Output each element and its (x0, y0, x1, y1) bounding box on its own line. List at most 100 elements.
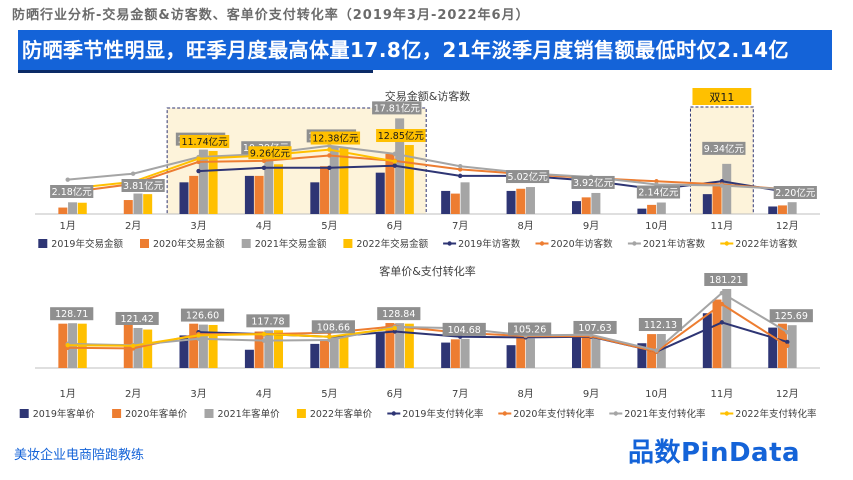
bar (460, 182, 470, 214)
bar (647, 204, 657, 214)
x-tick-label: 12月 (776, 220, 799, 232)
line-point (458, 167, 463, 172)
data-label-box (573, 320, 617, 334)
data-label-box (377, 307, 421, 321)
data-label-box (180, 308, 225, 322)
bar (310, 182, 320, 214)
data-label: 11.74亿元 (181, 136, 228, 148)
line-point (327, 334, 332, 339)
bar (320, 166, 330, 214)
line-point (392, 163, 397, 168)
x-tick-label: 10月 (645, 220, 668, 232)
data-label: 5.02亿元 (508, 171, 549, 183)
line-point (261, 338, 267, 343)
data-label: 17.81亿元 (374, 102, 421, 114)
data-label-box (442, 322, 486, 336)
chart-title: 交易金额&访客数 (385, 89, 471, 103)
line-point (261, 165, 267, 171)
series-line (67, 327, 395, 347)
bar (637, 208, 647, 214)
data-label-box (773, 186, 817, 199)
x-tick-label: 11月 (711, 220, 734, 232)
data-label: 12.85亿元 (378, 130, 425, 142)
x-tick-label: 3月 (190, 220, 206, 232)
data-label-box (121, 179, 165, 192)
legend-label: 2020年支付转化率 (513, 408, 595, 420)
legend-swatch (632, 241, 637, 246)
headline-text: 防晒季节性明显，旺季月度最高体量17.8亿，21年淡季月度销售额最低时仅2.14… (22, 38, 790, 62)
bar (264, 330, 274, 368)
bar (450, 339, 460, 368)
data-label-box (179, 134, 230, 148)
legend-label: 2020年客单价 (125, 408, 188, 420)
line-point (654, 179, 659, 184)
line-point (65, 342, 70, 348)
bar (516, 338, 526, 368)
legend-swatch (241, 239, 251, 248)
bar (198, 149, 208, 214)
legend-label: 2020年访客数 (551, 238, 614, 250)
bar (702, 194, 712, 214)
line-point (196, 156, 201, 161)
bar (385, 323, 395, 368)
legend-swatch (502, 411, 507, 416)
bar (722, 163, 732, 214)
x-tick-label: 8月 (517, 220, 533, 232)
bar (339, 336, 349, 368)
bar (637, 343, 647, 368)
pindata-logo: 品数PinData (628, 438, 801, 468)
legend-swatch (204, 409, 214, 418)
bar (58, 323, 68, 368)
line-point (392, 151, 397, 157)
data-label-box (310, 131, 361, 145)
data-label: 112.13 (644, 320, 677, 331)
bar (264, 158, 274, 214)
bar (254, 175, 264, 214)
line-point (392, 326, 397, 331)
x-tick-label: 7月 (452, 388, 468, 400)
legend-label: 2019年客单价 (33, 408, 96, 420)
x-tick-label: 9月 (583, 220, 599, 232)
x-tick-label: 3月 (190, 388, 206, 400)
data-label: 2.18亿元 (52, 186, 93, 198)
line-point (196, 333, 201, 338)
bar (787, 325, 797, 368)
series-line (67, 144, 788, 191)
line-point (719, 183, 725, 188)
data-label-box (50, 307, 94, 321)
legend-swatch (296, 409, 306, 418)
legend-label: 2021年支付转化率 (624, 408, 706, 420)
line-point (196, 168, 201, 174)
bar (274, 330, 284, 368)
charts-area: 双11交易金额&访客数2.18亿元3.81亿元11.99亿元11.74亿元10.… (19, 88, 820, 420)
bar (404, 145, 414, 214)
line-point (65, 177, 70, 182)
line-point (719, 179, 725, 184)
bar (506, 345, 516, 368)
line-point (196, 159, 201, 165)
data-label: 12.38亿元 (312, 133, 359, 145)
bar (404, 323, 414, 368)
data-label: 128.84 (382, 309, 415, 320)
x-tick-label: 11月 (711, 388, 734, 400)
data-label: 125.69 (775, 311, 808, 322)
x-tick-label: 1月 (60, 388, 76, 400)
legend-label: 2021年交易金额 (255, 238, 327, 250)
line-point (327, 147, 332, 152)
bar (591, 336, 601, 368)
bar (375, 332, 385, 368)
data-label: 117.78 (251, 316, 284, 327)
legend-label: 2022年访客数 (735, 238, 798, 250)
bar (656, 334, 666, 368)
bar (712, 183, 722, 214)
data-label-box (50, 185, 94, 198)
bar (777, 205, 787, 214)
line-point (458, 173, 463, 179)
bar (722, 288, 732, 368)
line-point (719, 320, 725, 325)
data-label-box (376, 129, 426, 143)
bar (274, 164, 284, 214)
headline-underline (18, 70, 373, 73)
data-label: 121.42 (121, 314, 154, 325)
line-point (261, 158, 267, 164)
